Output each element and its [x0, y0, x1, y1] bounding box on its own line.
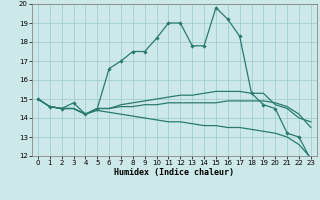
X-axis label: Humidex (Indice chaleur): Humidex (Indice chaleur) [115, 168, 234, 177]
